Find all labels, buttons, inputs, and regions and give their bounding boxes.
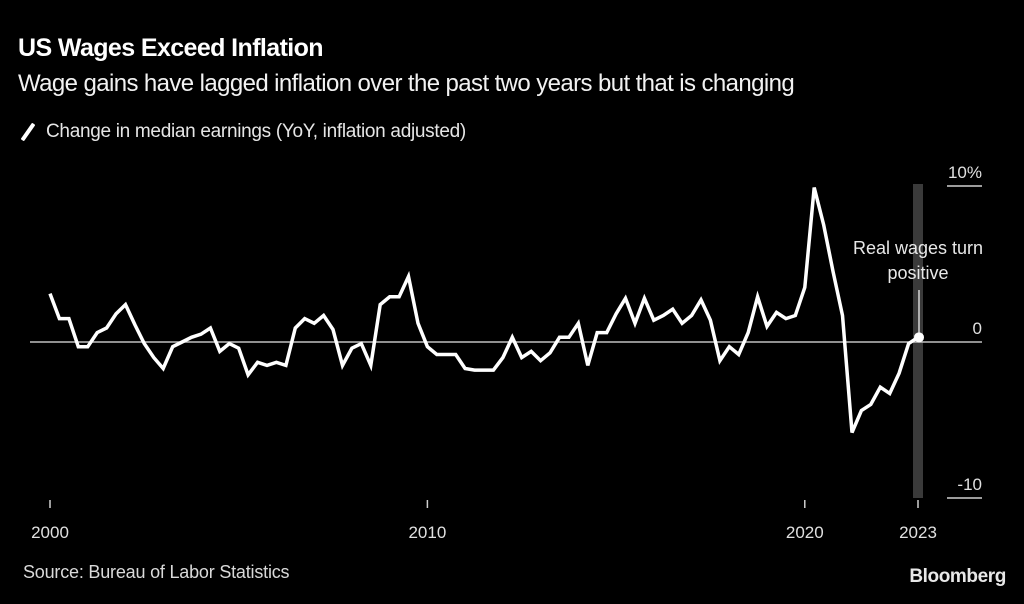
bloomberg-logo: Bloomberg: [909, 566, 1006, 587]
legend: Change in median earnings (YoY, inflatio…: [20, 121, 466, 143]
y-tick-label: -10: [957, 475, 982, 494]
y-axis: 10% 0 -10: [947, 163, 982, 499]
y-tick-label: 10%: [948, 163, 982, 182]
x-axis: 2000 2010 2020 2023: [31, 500, 937, 542]
legend-label: Change in median earnings (YoY, inflatio…: [46, 121, 466, 142]
annotation-marker: [914, 332, 924, 343]
source-note: Source: Bureau of Labor Statistics: [23, 562, 290, 582]
x-tick-label: 2023: [899, 523, 937, 542]
chart-title: US Wages Exceed Inflation: [18, 34, 324, 62]
x-tick-label: 2000: [31, 523, 69, 542]
x-tick-label: 2020: [786, 523, 824, 542]
annotation-label-line2: positive: [887, 263, 948, 283]
annotation-label-line1: Real wages turn: [853, 238, 983, 258]
series-line: [48, 187, 919, 434]
y-tick-label: 0: [973, 319, 982, 338]
data-points: [50, 188, 918, 433]
chart-subtitle: Wage gains have lagged inflation over th…: [18, 70, 795, 97]
x-tick-label: 2010: [408, 523, 446, 542]
